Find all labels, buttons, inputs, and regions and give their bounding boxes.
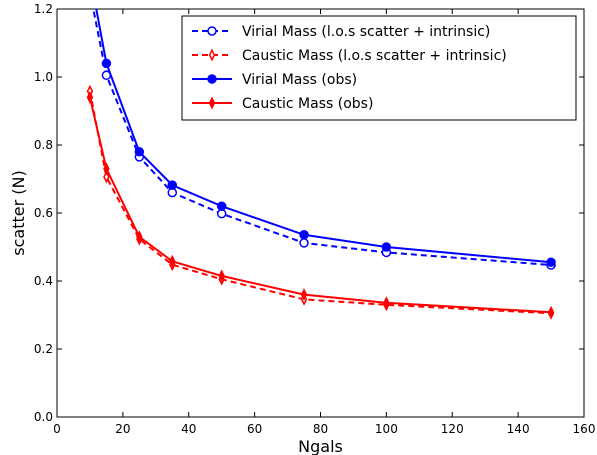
data-point [547, 305, 555, 319]
x-tick-label: 20 [115, 422, 130, 436]
x-axis-label: Ngals [298, 437, 343, 455]
series-group [86, 9, 556, 320]
x-tick-label: 40 [181, 422, 196, 436]
legend-label: Caustic Mass (obs) [242, 96, 373, 112]
series-line [92, 9, 552, 267]
x-tick-label: 120 [441, 422, 464, 436]
data-point [134, 147, 145, 157]
data-point [300, 288, 308, 302]
series-3 [95, 9, 556, 268]
legend-entry: Caustic Mass (l.o.s scatter + intrinsic) [192, 48, 507, 64]
legend-label: Caustic Mass (l.o.s scatter + intrinsic) [242, 48, 507, 64]
y-tick-label: 0.8 [34, 138, 53, 152]
legend-swatch-marker [208, 48, 216, 62]
legend-label: Virial Mass (obs) [242, 72, 357, 88]
data-point [546, 257, 556, 268]
series-line [95, 9, 552, 264]
x-tick-label: 140 [507, 422, 530, 436]
legend-swatch-marker [207, 74, 217, 84]
data-point [169, 254, 176, 268]
data-point [101, 58, 112, 69]
legend-label: Virial Mass (l.o.s scatter + intrinsic) [242, 24, 490, 40]
y-tick-label: 0.2 [34, 342, 53, 356]
y-tick-label: 0.6 [34, 206, 53, 220]
data-point [216, 201, 227, 211]
data-point [103, 162, 110, 176]
data-point [299, 230, 309, 240]
data-point [218, 269, 225, 283]
data-point [299, 238, 309, 248]
legend-swatch-marker [207, 26, 217, 36]
x-tick-label: 100 [375, 422, 398, 436]
axis-ticks: 0 20 40 60 80 100 120 140 160 0.0 0.2 0.4 0.6 0.8 1.0 1… [34, 2, 596, 436]
x-tick-label: 80 [313, 422, 328, 436]
x-tick-label: 0 [53, 422, 61, 436]
data-point [136, 230, 143, 244]
y-axis-label: scatter (N) [9, 170, 28, 255]
series-2 [86, 84, 555, 320]
series-line [88, 91, 552, 315]
data-point [167, 180, 178, 190]
x-tick-label: 160 [573, 422, 596, 436]
x-tick-label: 60 [247, 422, 262, 436]
y-tick-label: 0.0 [34, 410, 53, 424]
legend-entry: Virial Mass (l.o.s scatter + intrinsic) [192, 24, 490, 40]
data-point [381, 242, 392, 252]
series-4 [86, 90, 555, 319]
y-tick-label: 1.2 [34, 2, 53, 16]
data-point [86, 90, 94, 104]
series-line [88, 97, 552, 314]
legend-entry: Virial Mass (obs) [192, 72, 357, 88]
y-tick-label: 0.4 [34, 274, 53, 288]
data-point [103, 170, 110, 184]
legend-swatch-marker [208, 96, 216, 110]
legend: Virial Mass (l.o.s scatter + intrinsic) C… [181, 15, 577, 121]
data-point [383, 296, 390, 310]
legend-box [181, 15, 577, 121]
legend-entry: Caustic Mass (obs) [192, 96, 373, 112]
y-tick-label: 1.0 [34, 70, 53, 84]
